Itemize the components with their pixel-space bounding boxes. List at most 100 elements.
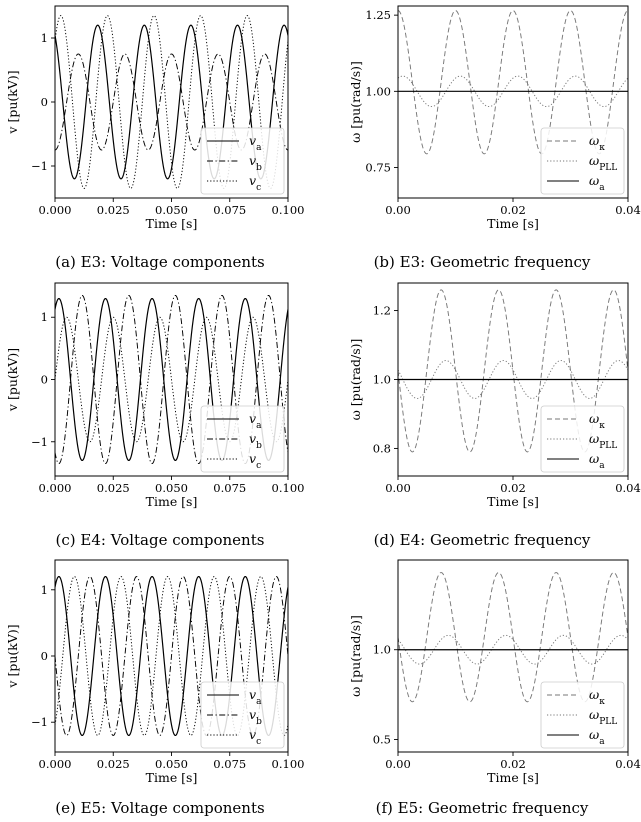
y-tick-label: 1.2 — [373, 304, 391, 318]
series-line-vc — [55, 15, 288, 189]
x-tick-label: 0.100 — [272, 203, 305, 217]
legend-box — [200, 127, 285, 195]
x-tick-label: 0.04 — [615, 757, 641, 771]
x-axis-label: Time [s] — [146, 494, 198, 509]
x-tick-label: 0.050 — [155, 757, 188, 771]
series-line-vc — [55, 576, 288, 736]
y-tick-label: 0.8 — [373, 441, 391, 455]
y-axis-label: ω [pu(rad/s)] — [348, 339, 363, 421]
x-axis-label: Time [s] — [487, 494, 539, 509]
x-tick-label: 0.075 — [213, 203, 246, 217]
legend-label: ωa — [589, 173, 605, 193]
x-tick-label: 0.00 — [385, 481, 411, 495]
series-line-pll — [398, 75, 628, 108]
x-tick-label: 0.000 — [39, 757, 72, 771]
legend-label: vb — [249, 707, 262, 727]
x-tick-label: 0.025 — [97, 481, 130, 495]
x-tick-label: 0.02 — [500, 481, 526, 495]
y-axis-label: v [pu(kV)] — [5, 624, 20, 688]
y-tick-label: 0.5 — [373, 732, 391, 746]
legend-label: ωa — [589, 727, 605, 747]
series-line-vb — [55, 576, 288, 736]
legend-label: vc — [249, 451, 261, 471]
y-axis-label: ω [pu(rad/s)] — [348, 61, 363, 143]
y-tick-label: 1.00 — [365, 84, 391, 98]
y-tick-label: −1 — [31, 159, 48, 173]
series-line-vc — [55, 316, 288, 443]
series-group — [55, 575, 288, 737]
x-tick-label: 0.075 — [213, 481, 246, 495]
x-tick-label: 0.000 — [39, 203, 72, 217]
y-tick-label: 0 — [41, 649, 48, 663]
y-axis-label: v [pu(kV)] — [5, 348, 20, 412]
x-tick-label: 0.00 — [385, 757, 411, 771]
legend-label: vc — [249, 727, 261, 747]
series-group — [398, 10, 628, 155]
y-axis-label: v [pu(kV)] — [5, 70, 20, 134]
y-tick-label: −1 — [31, 435, 48, 449]
legend-label: ωPLL — [589, 153, 617, 173]
legend-box — [200, 405, 285, 473]
panel-5: 0.00 0.02 0.04 0.5 1.0 Time [s] ω [pu(rad/s)] ω… — [348, 559, 641, 817]
figure-caption: (b) E3: Geometric frequency — [374, 253, 591, 271]
legend-label: vb — [249, 153, 262, 173]
y-tick-label: 1.25 — [365, 8, 391, 22]
legend-label: ωPLL — [589, 707, 617, 727]
x-tick-label: 0.100 — [272, 481, 305, 495]
y-tick-label: 0.75 — [365, 161, 391, 175]
series-line- — [398, 10, 628, 155]
figure-caption: (c) E4: Voltage components — [56, 531, 265, 549]
x-axis-label: Time [s] — [487, 770, 539, 785]
x-axis-label: Time [s] — [146, 770, 198, 785]
x-tick-label: 0.050 — [155, 481, 188, 495]
figure-caption: (e) E5: Voltage components — [55, 799, 264, 817]
series-line-va — [55, 575, 288, 737]
figure-caption: (a) E3: Voltage components — [55, 253, 264, 271]
legend-label: ωκ — [589, 133, 605, 153]
legend-label: va — [249, 411, 262, 431]
x-tick-label: 0.000 — [39, 481, 72, 495]
legend-box — [540, 405, 625, 473]
x-tick-label: 0.04 — [615, 203, 641, 217]
panel-4: 0.000 0.025 0.050 0.075 0.100 −1 0 1 Time [s] v [… — [5, 559, 304, 817]
x-tick-label: 0.025 — [97, 757, 130, 771]
x-tick-label: 0.075 — [213, 757, 246, 771]
y-tick-label: 1 — [41, 310, 48, 324]
legend-box — [200, 681, 285, 749]
legend-label: va — [249, 133, 262, 153]
x-axis-label: Time [s] — [487, 216, 539, 231]
figure-caption: (d) E4: Geometric frequency — [374, 531, 591, 549]
legend-label: vc — [249, 173, 261, 193]
y-axis-label: ω [pu(rad/s)] — [348, 615, 363, 697]
y-tick-label: 1.0 — [373, 373, 391, 387]
y-tick-label: 1.0 — [373, 643, 391, 657]
legend-label: va — [249, 687, 262, 707]
legend-label: ωa — [589, 451, 605, 471]
series-line-pll — [398, 360, 628, 399]
y-tick-label: 1 — [41, 31, 48, 45]
y-tick-label: 1 — [41, 583, 48, 597]
x-tick-label: 0.050 — [155, 203, 188, 217]
panel-0: 0.000 0.025 0.050 0.075 0.100 −1 0 1 Time [s] v [… — [5, 5, 305, 271]
y-tick-label: 0 — [41, 373, 48, 387]
legend-label: ωκ — [589, 687, 605, 707]
series-line-va — [55, 24, 288, 180]
panel-3: 0.00 0.02 0.04 0.8 1.0 1.2 Time [s] ω [pu(rad/s… — [348, 282, 641, 549]
x-tick-label: 0.04 — [615, 481, 641, 495]
legend-label: ωκ — [589, 411, 605, 431]
x-tick-label: 0.025 — [97, 203, 130, 217]
x-tick-label: 0.02 — [500, 757, 526, 771]
legend-label: vb — [249, 431, 262, 451]
x-axis-label: Time [s] — [146, 216, 198, 231]
series-group — [55, 15, 288, 189]
figure-caption: (f) E5: Geometric frequency — [376, 799, 589, 817]
panel-2: 0.000 0.025 0.050 0.075 0.100 −1 0 1 Time [s] v [… — [5, 282, 305, 549]
y-tick-label: −1 — [31, 715, 48, 729]
legend-box — [540, 681, 625, 749]
